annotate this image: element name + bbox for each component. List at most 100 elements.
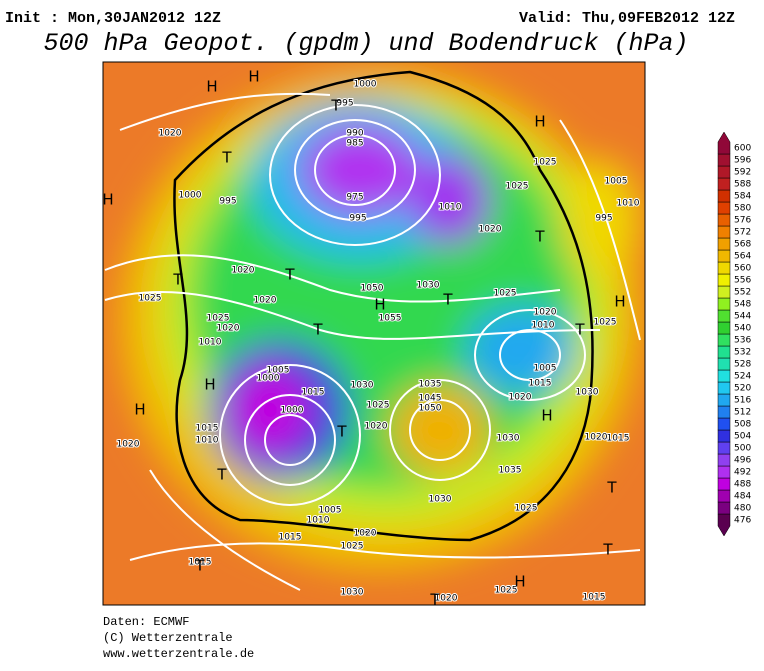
colorbar-label: 532 [734,348,751,358]
copyright: (C) Wetterzentrale [103,631,233,645]
isobar-label: 1025 [494,289,517,299]
colorbar-label: 568 [734,240,751,250]
pressure-center: H [206,78,217,96]
isobar-label: 1010 [307,516,330,526]
colorbar-cell [717,213,731,227]
colorbar-label: 476 [734,516,751,526]
isobar-label: 1025 [207,314,230,324]
isobar-label: 1035 [499,466,522,476]
colorbar-label: 508 [734,420,751,430]
colorbar-label: 512 [734,408,751,418]
map-title: 500 hPa Geopot. (gpdm) und Bodendruck (h… [43,29,688,58]
isobar-label: 1020 [435,594,458,604]
isobar-label: 1015 [279,533,302,543]
colorbar-cell [717,417,731,431]
isobar-label: 1015 [196,424,219,434]
isobar-label: 1025 [515,504,538,514]
colorbar-cell [717,261,731,275]
pressure-center: H [374,296,385,314]
isobar-label: 1020 [117,440,140,450]
pressure-center: T [330,97,341,115]
pressure-center: T [284,266,295,284]
isobar-label: 1030 [576,388,599,398]
colorbar-cell [717,477,731,491]
pressure-center: T [336,423,347,441]
colorbar-cell [717,453,731,467]
isobar-label: 1045 [419,394,442,404]
isobar-label: 985 [346,139,363,149]
colorbar-label: 552 [734,288,751,298]
isobar-label: 1025 [367,401,390,411]
isobar-label: 1010 [196,436,219,446]
colorbar-label: 500 [734,444,751,454]
colorbar-label: 596 [734,156,751,166]
isobar-label: 1025 [506,182,529,192]
isobar-label: 1000 [281,406,304,416]
pressure-center: T [429,591,440,609]
isobar-label: 1050 [419,404,442,414]
colorbar-cell [717,249,731,263]
isobar-label: 1020 [354,529,377,539]
isobar-label: 1030 [497,434,520,444]
init-time: Init : Mon,30JAN2012 12Z [5,10,221,27]
colorbar-cell [717,153,731,167]
isobar-label: 1035 [419,380,442,390]
colorbar-label: 580 [734,204,751,214]
isobar-label: 1025 [534,158,557,168]
colorbar-label: 488 [734,480,751,490]
isobar-label: 1000 [179,191,202,201]
colorbar-label: 536 [734,336,751,346]
isobar-label: 1015 [583,593,606,603]
colorbar-label: 588 [734,180,751,190]
colorbar-label: 548 [734,300,751,310]
pressure-center: T [574,321,585,339]
pressure-center: T [312,321,323,339]
isobar-label: 1020 [479,225,502,235]
colorbar-cell [717,369,731,383]
isobar-label: 995 [349,214,366,224]
isobar-label: 1030 [351,381,374,391]
valid-time: Valid: Thu,09FEB2012 12Z [519,10,735,27]
isobar-label: 1005 [534,364,557,374]
isobar-label: 995 [595,214,612,224]
isobar-label: 1010 [439,203,462,213]
pressure-center: H [534,113,545,131]
isobar-label: 1000 [354,80,377,90]
colorbar-label: 520 [734,384,751,394]
colorbar-label: 584 [734,192,751,202]
colorbar-cell [717,165,731,179]
colorbar-label: 484 [734,492,751,502]
isobar-label: 1030 [341,588,364,598]
colorbar: 476 480 484 488 492 496 500 504 508 512 516 520 524 5… [717,131,751,537]
colorbar-cell [717,131,731,155]
isobar-label: 1030 [417,281,440,291]
colorbar-label: 556 [734,276,751,286]
colorbar-cell [717,321,731,335]
colorbar-label: 564 [734,252,751,262]
isobar-label: 1020 [585,433,608,443]
colorbar-label: 516 [734,396,751,406]
map-frame [102,61,646,606]
pressure-center: T [606,479,617,497]
isobar-label: 990 [346,129,363,139]
colorbar-label: 576 [734,216,751,226]
colorbar-cell [717,441,731,455]
colorbar-label: 496 [734,456,751,466]
colorbar-cell [717,357,731,371]
colorbar-label: 480 [734,504,751,514]
isobar-label: 1010 [199,338,222,348]
colorbar-cell [717,345,731,359]
colorbar-cell [717,429,731,443]
isobar-label: 1020 [509,393,532,403]
isobar-label: 1020 [534,308,557,318]
isobar-label: 1055 [379,314,402,324]
pressure-center: T [216,466,227,484]
colorbar-label: 524 [734,372,751,382]
pressure-center: T [221,149,232,167]
colorbar-label: 572 [734,228,751,238]
colorbar-label: 528 [734,360,751,370]
colorbar-cell [717,405,731,419]
colorbar-cell [717,501,731,515]
isobar-label: 1015 [302,388,325,398]
